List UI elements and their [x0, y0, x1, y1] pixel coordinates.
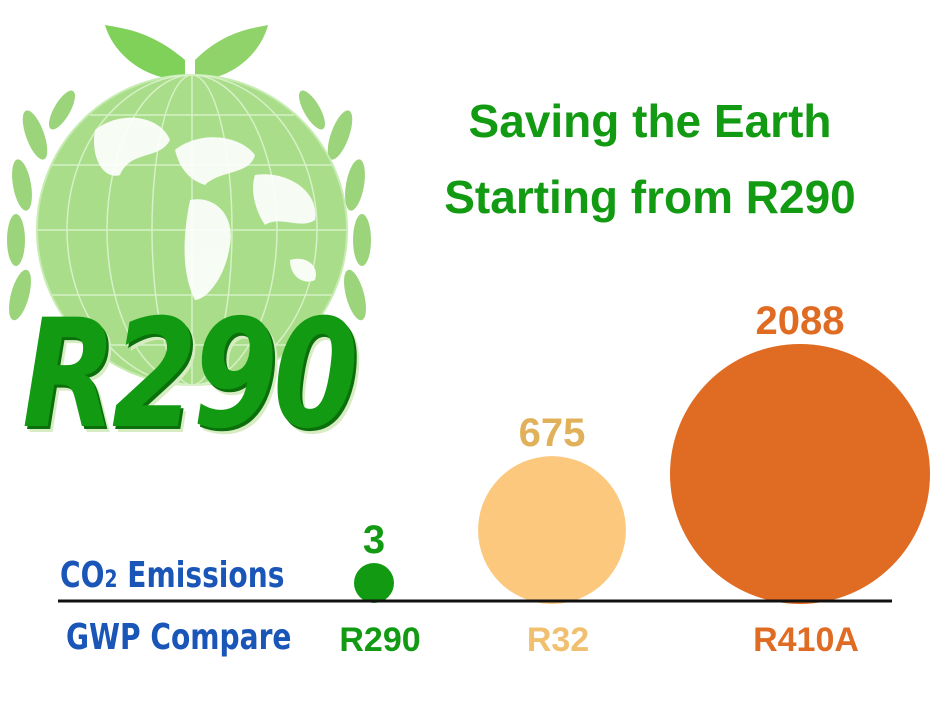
gwp-compare-label: GWP Compare: [66, 617, 292, 658]
emissions-suffix: Emissions: [117, 555, 285, 596]
top-leaf-left: [105, 25, 185, 80]
co2-subscript: 2: [104, 565, 118, 593]
category-label-r410a: R410A: [753, 621, 859, 659]
top-leaf-right: [195, 25, 268, 80]
globe-icon: [36, 74, 348, 386]
bubble-r290: [354, 563, 394, 603]
co2-prefix: CO: [60, 555, 105, 596]
value-label-r290: 3: [363, 518, 385, 562]
category-label-r32: R32: [527, 621, 589, 659]
headline-line-2: Starting from R290: [444, 171, 856, 223]
co2-emissions-label: CO2 Emissions: [60, 558, 284, 594]
laurel-left: [7, 90, 75, 321]
headline-line-1: Saving the Earth: [468, 95, 832, 147]
bubble-r32: [478, 456, 626, 604]
r290-globe-logo: [7, 25, 371, 386]
bubble-r410a: [670, 344, 930, 604]
value-label-r410a: 2088: [756, 299, 845, 343]
value-label-r32: 675: [519, 411, 586, 455]
laurel-right: [299, 90, 371, 321]
logo-text: R290: [22, 288, 359, 462]
category-label-r290: R290: [339, 621, 420, 659]
